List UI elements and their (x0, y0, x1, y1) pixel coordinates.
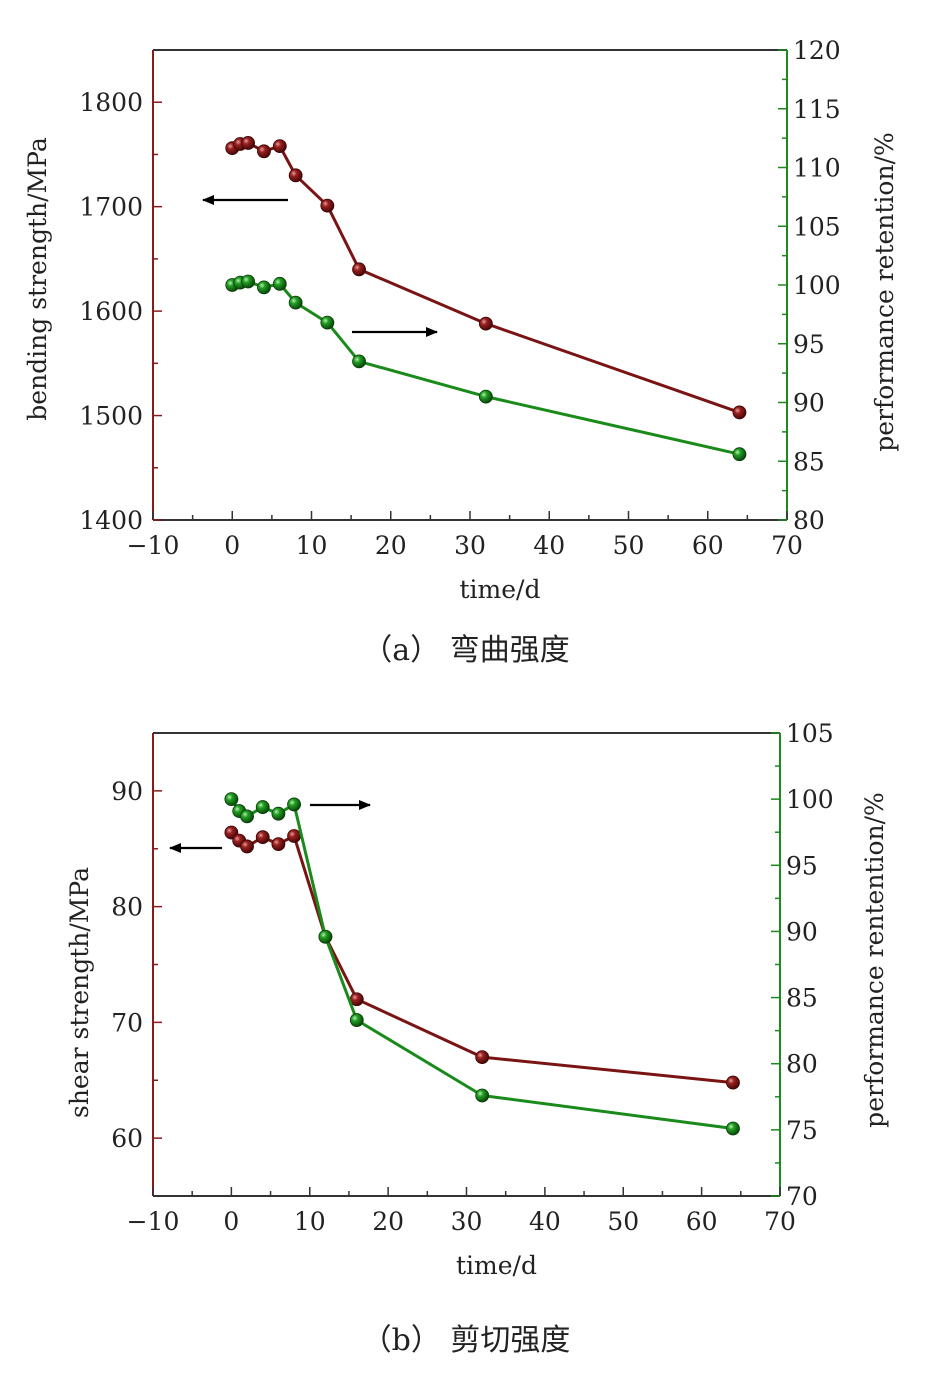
panel-a-caption: （a） 弯曲强度 (362, 633, 569, 668)
left-y-tick-label: 90 (111, 777, 143, 806)
left-y-tick-label: 60 (111, 1124, 143, 1153)
right-y-tick-label: 105 (786, 719, 834, 748)
strength-point (241, 136, 256, 150)
retention-point (349, 1013, 364, 1027)
strength-point (287, 829, 301, 843)
retention-point (272, 276, 287, 291)
x-tick-label: 60 (686, 1207, 718, 1236)
panel-b: −10 0 10 20 30 40 50 60 70 60 70 80 90 70 75 80 85 90 95 10… (65, 719, 889, 1358)
x-tick-label: 0 (223, 1207, 239, 1236)
left-y-tick-label: 70 (111, 1008, 143, 1037)
strength-point (288, 168, 303, 183)
plot-b: −10 0 10 20 30 40 50 60 70 60 70 80 90 70 75 80 85 90 95 10… (65, 719, 889, 1280)
retention-point (271, 806, 286, 821)
x-axis-title: time/d (460, 575, 541, 604)
right-y-tick-label: 100 (793, 271, 841, 300)
retention-point (478, 389, 493, 404)
left-y-tick-label: 1600 (79, 297, 143, 326)
plot-a: −10 0 10 20 30 40 50 60 70 1400 1500 1600 1700 1800 80… (23, 36, 899, 604)
retention-point (352, 354, 366, 369)
right-y-tick-label: 90 (786, 917, 818, 946)
left-y-tick-label: 1400 (79, 506, 143, 535)
strength-point (271, 837, 286, 852)
x-tick-label: −10 (127, 531, 180, 560)
strength-point (475, 1050, 490, 1064)
retention-point (726, 1121, 740, 1136)
x-tick-label: 10 (296, 531, 328, 560)
retention-point (241, 274, 256, 289)
right-y-axis-title: performance rentention/% (860, 792, 889, 1128)
right-y-tick-label: 70 (786, 1182, 818, 1211)
retention-point (257, 280, 271, 295)
strength-point (352, 262, 366, 277)
strength-point (257, 144, 271, 159)
x-tick-label: 50 (607, 1207, 639, 1236)
right-y-tick-label: 115 (793, 95, 841, 124)
right-y-tick-label: 75 (786, 1116, 818, 1145)
series-strength-line (231, 141, 740, 414)
panel-b-caption: （b） 剪切强度 (362, 1323, 571, 1358)
left-y-axis-title: bending strength/MPa (23, 137, 52, 421)
x-tick-label: 0 (224, 531, 240, 560)
retention-point (288, 295, 303, 310)
right-y-tick-label: 85 (786, 984, 818, 1013)
retention-point (318, 929, 333, 944)
series-retention-line (230, 798, 734, 1130)
x-tick-label: 30 (454, 531, 486, 560)
x-tick-label: 10 (294, 1207, 326, 1236)
right-y-tick-label: 120 (793, 36, 841, 65)
panel-a: −10 0 10 20 30 40 50 60 70 1400 1500 1600 1700 1800 80… (23, 36, 899, 668)
right-y-tick-label: 110 (793, 154, 841, 183)
retention-point (255, 800, 270, 814)
series-retention-line (231, 280, 740, 456)
retention-point (320, 315, 335, 330)
x-tick-label: 50 (613, 531, 645, 560)
retention-point (732, 447, 747, 462)
strength-point (732, 405, 747, 420)
strength-point (255, 830, 270, 845)
retention-point (475, 1088, 490, 1103)
x-tick-label: 30 (451, 1207, 483, 1236)
strength-point (320, 198, 335, 213)
x-tick-label: −10 (127, 1207, 180, 1236)
strength-point (240, 839, 254, 854)
retention-point (224, 792, 239, 807)
x-axis-title: time/d (456, 1251, 537, 1280)
left-y-tick-label: 1700 (79, 193, 143, 222)
right-y-tick-label: 85 (793, 447, 825, 476)
x-tick-label: 60 (692, 531, 724, 560)
left-y-tick-label: 80 (111, 893, 143, 922)
right-y-tick-label: 95 (786, 851, 818, 880)
left-y-tick-label: 1500 (79, 402, 143, 431)
strength-point (726, 1075, 740, 1090)
x-tick-label: 20 (372, 1207, 404, 1236)
x-tick-label: 40 (529, 1207, 561, 1236)
x-tick-label: 70 (764, 1207, 796, 1236)
left-y-axis-title: shear strength/MPa (65, 867, 94, 1118)
right-y-tick-label: 100 (786, 785, 834, 814)
right-y-tick-label: 80 (793, 506, 825, 535)
x-tick-label: 40 (533, 531, 565, 560)
right-y-tick-label: 105 (793, 212, 841, 241)
right-y-tick-label: 80 (786, 1050, 818, 1079)
strength-point (272, 139, 287, 153)
left-y-tick-label: 1800 (79, 88, 143, 117)
right-y-tick-label: 90 (793, 389, 825, 418)
strength-point (478, 316, 493, 331)
right-y-tick-label: 95 (793, 330, 825, 359)
series-strength-line (230, 831, 734, 1085)
retention-point (240, 809, 254, 824)
x-tick-label: 20 (375, 531, 407, 560)
x-tick-label: 70 (771, 531, 803, 560)
retention-point (287, 797, 301, 812)
right-y-axis-title: performance retention/% (870, 132, 899, 452)
